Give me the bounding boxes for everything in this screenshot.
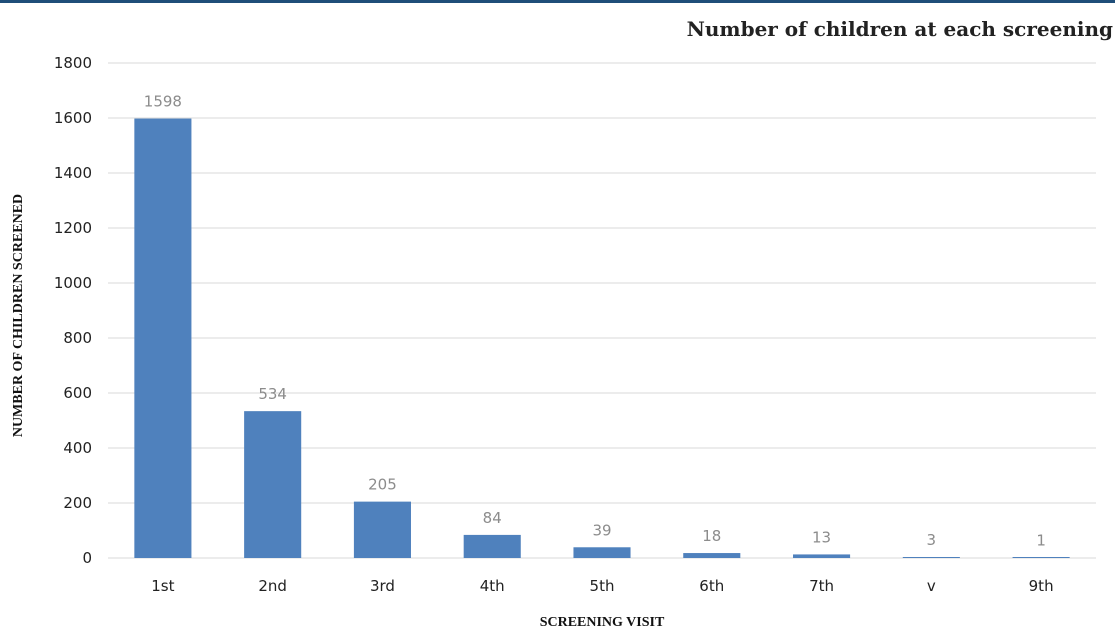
y-tick-label: 1000	[54, 274, 92, 292]
x-tick-label: 1st	[151, 577, 174, 595]
y-tick-label: 1200	[54, 219, 92, 237]
y-tick-label: 400	[63, 439, 92, 457]
y-tick-label: 200	[63, 494, 92, 512]
y-axis-title: NUMBER OF CHILDREN SCREENED	[11, 194, 26, 437]
data-label: 13	[812, 528, 831, 546]
x-tick-label: 7th	[809, 577, 834, 595]
x-tick-label: v	[927, 577, 936, 595]
bar	[683, 553, 741, 558]
x-tick-label: 3rd	[370, 577, 395, 595]
y-tick-label: 1800	[54, 54, 92, 72]
x-tick-label: 9th	[1029, 577, 1054, 595]
y-axis-ticks: 0 200 400 600 800 1000 1200 1400 1600 1800	[54, 54, 92, 567]
chart-title: Number of children at each screening	[686, 17, 1113, 41]
data-label: 18	[702, 527, 721, 545]
bar	[134, 118, 192, 559]
x-axis-ticks: 1st 2nd 3rd 4th 5th 6th 7th v 9th	[151, 577, 1053, 595]
bar	[353, 501, 411, 558]
bar	[793, 554, 851, 558]
x-tick-label: 4th	[480, 577, 505, 595]
data-label: 3	[927, 531, 937, 549]
data-label: 39	[592, 521, 611, 539]
data-label: 534	[258, 385, 287, 403]
data-label: 84	[483, 509, 502, 527]
x-tick-label: 6th	[699, 577, 724, 595]
y-tick-label: 1400	[54, 164, 92, 182]
top-rule	[0, 0, 1115, 3]
data-label: 205	[368, 476, 397, 494]
data-label: 1	[1036, 532, 1046, 550]
data-label: 1598	[144, 93, 182, 111]
x-tick-label: 5th	[590, 577, 615, 595]
x-tick-label: 2nd	[258, 577, 287, 595]
x-axis-title: SCREENING VISIT	[540, 615, 665, 630]
bar	[573, 547, 631, 558]
bar	[902, 557, 960, 558]
bar	[1012, 557, 1070, 558]
bar	[463, 534, 521, 558]
data-labels: 1598 534 205 84 39 18 13 3 1	[144, 93, 1046, 550]
y-tick-label: 800	[63, 329, 92, 347]
y-tick-label: 0	[82, 549, 92, 567]
y-tick-label: 600	[63, 384, 92, 402]
bar	[244, 411, 302, 558]
bars	[134, 118, 1070, 559]
y-tick-label: 1600	[54, 109, 92, 127]
